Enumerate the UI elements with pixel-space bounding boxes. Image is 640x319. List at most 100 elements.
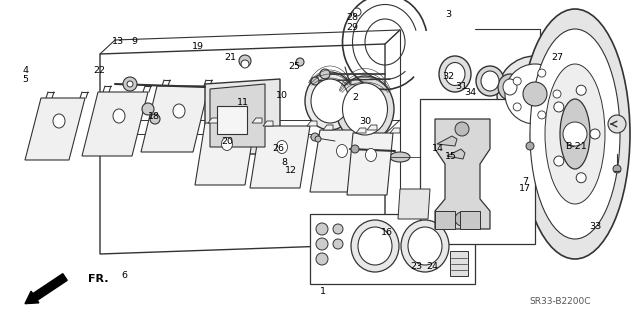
- Text: 8: 8: [282, 158, 288, 167]
- Text: 7: 7: [522, 177, 528, 186]
- Ellipse shape: [305, 72, 355, 130]
- Ellipse shape: [239, 55, 251, 67]
- Circle shape: [608, 115, 626, 133]
- Polygon shape: [205, 79, 280, 154]
- Circle shape: [150, 114, 160, 124]
- Ellipse shape: [401, 220, 449, 272]
- Circle shape: [123, 77, 137, 91]
- Circle shape: [554, 156, 564, 166]
- Text: 34: 34: [465, 88, 476, 97]
- Polygon shape: [390, 128, 400, 133]
- Ellipse shape: [560, 99, 590, 169]
- Ellipse shape: [545, 64, 605, 204]
- Polygon shape: [307, 121, 317, 126]
- Ellipse shape: [173, 104, 185, 118]
- Text: 2: 2: [352, 93, 358, 102]
- Ellipse shape: [584, 77, 596, 191]
- Ellipse shape: [337, 145, 348, 158]
- Circle shape: [320, 69, 330, 79]
- Text: 33: 33: [589, 222, 602, 231]
- Text: 5: 5: [22, 75, 29, 84]
- Ellipse shape: [296, 58, 304, 66]
- Circle shape: [127, 81, 133, 87]
- Text: 18: 18: [148, 112, 159, 121]
- Text: B-21: B-21: [565, 142, 587, 151]
- Ellipse shape: [476, 66, 504, 96]
- Ellipse shape: [113, 109, 125, 123]
- Circle shape: [316, 238, 328, 250]
- Circle shape: [455, 212, 469, 226]
- Circle shape: [351, 145, 359, 153]
- Bar: [217, 106, 247, 134]
- Ellipse shape: [408, 227, 442, 265]
- Circle shape: [526, 142, 534, 150]
- Ellipse shape: [445, 63, 465, 85]
- Ellipse shape: [390, 152, 410, 162]
- Circle shape: [563, 122, 587, 146]
- Polygon shape: [323, 125, 333, 130]
- Circle shape: [513, 103, 521, 111]
- Text: 26: 26: [273, 144, 284, 153]
- Text: 4: 4: [22, 66, 29, 75]
- Ellipse shape: [276, 140, 287, 153]
- Text: 10: 10: [276, 91, 287, 100]
- Circle shape: [538, 69, 546, 77]
- Ellipse shape: [439, 56, 471, 92]
- Text: 32: 32: [442, 72, 454, 81]
- Ellipse shape: [498, 74, 522, 100]
- Ellipse shape: [311, 79, 349, 123]
- Circle shape: [455, 122, 469, 136]
- Text: 9: 9: [131, 37, 138, 46]
- Text: 23: 23: [410, 262, 422, 271]
- Text: 13: 13: [113, 37, 124, 46]
- Polygon shape: [435, 211, 455, 229]
- Text: 31: 31: [455, 82, 467, 91]
- Text: 17: 17: [519, 184, 531, 193]
- Text: 22: 22: [93, 66, 105, 75]
- Ellipse shape: [503, 79, 517, 95]
- Circle shape: [505, 64, 565, 124]
- Ellipse shape: [342, 83, 387, 135]
- Circle shape: [538, 111, 546, 119]
- Ellipse shape: [221, 137, 232, 151]
- Text: 12: 12: [285, 166, 297, 175]
- Ellipse shape: [581, 54, 599, 214]
- Text: 27: 27: [551, 53, 563, 62]
- Text: 21: 21: [225, 53, 236, 62]
- Text: 25: 25: [289, 63, 300, 71]
- Ellipse shape: [521, 87, 535, 101]
- Circle shape: [576, 85, 586, 95]
- Circle shape: [513, 77, 521, 85]
- Bar: [420, 99, 535, 244]
- Text: FR.: FR.: [88, 274, 109, 284]
- Text: 6: 6: [122, 271, 128, 280]
- FancyArrow shape: [25, 274, 67, 304]
- Circle shape: [241, 60, 249, 68]
- Circle shape: [333, 239, 343, 249]
- Text: SR33-B2200C: SR33-B2200C: [529, 296, 591, 306]
- Polygon shape: [100, 44, 385, 254]
- Polygon shape: [252, 118, 262, 123]
- Text: 29: 29: [346, 23, 358, 32]
- Bar: [310, 214, 475, 284]
- Ellipse shape: [365, 149, 376, 161]
- Polygon shape: [250, 126, 310, 188]
- Text: 30: 30: [359, 117, 371, 126]
- Polygon shape: [208, 118, 218, 123]
- Text: 14: 14: [433, 144, 444, 153]
- Ellipse shape: [530, 29, 620, 239]
- Polygon shape: [82, 92, 148, 156]
- Text: 16: 16: [381, 228, 393, 237]
- Circle shape: [333, 224, 343, 234]
- Circle shape: [590, 129, 600, 139]
- Polygon shape: [25, 98, 85, 160]
- Polygon shape: [310, 130, 370, 192]
- Polygon shape: [141, 86, 209, 152]
- Circle shape: [497, 56, 573, 132]
- Polygon shape: [195, 123, 255, 185]
- Ellipse shape: [53, 114, 65, 128]
- Polygon shape: [367, 125, 377, 130]
- Text: 19: 19: [193, 42, 204, 51]
- Circle shape: [353, 8, 361, 16]
- Text: 1: 1: [320, 287, 326, 296]
